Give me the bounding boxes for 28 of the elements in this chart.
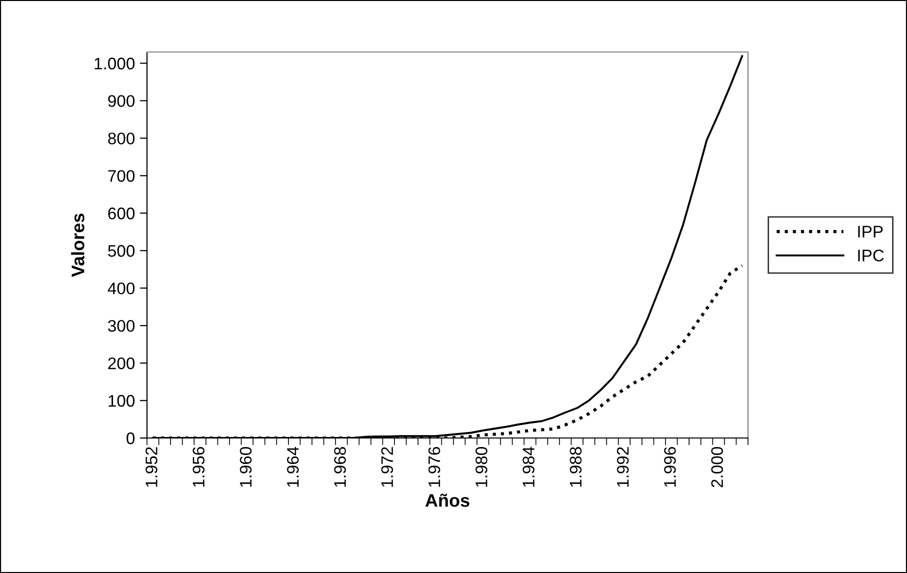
y-tick-label: 300 (108, 320, 135, 332)
x-tick-label: 1.976 (428, 447, 440, 487)
x-tick-label: 1.984 (522, 446, 534, 487)
x-tick-label: 1.996 (664, 447, 676, 487)
x-tick-label: 2.000 (711, 446, 724, 488)
y-tick-label: 500 (108, 245, 135, 257)
legend-label: IPC (858, 250, 884, 262)
x-tick-label: 1.964 (286, 446, 299, 487)
x-tick-label: 1.972 (381, 447, 394, 487)
y-tick-label: 600 (108, 208, 135, 220)
x-tick-label: 1.980 (476, 446, 488, 487)
y-tick-label: 900 (108, 95, 135, 107)
x-tick-label: 1.956 (192, 447, 205, 487)
y-tick-label: 800 (108, 132, 135, 144)
x-tick-label: 1.988 (570, 447, 582, 487)
x-tick-label: 1.952 (146, 447, 158, 487)
y-tick-label: 200 (108, 357, 135, 370)
x-axis-title: Años (425, 494, 470, 507)
y-tick-label: 0 (126, 432, 135, 444)
y-tick-label: 100 (108, 394, 135, 407)
x-tick-label: 1.960 (240, 446, 252, 487)
y-tick-label: 700 (108, 170, 135, 182)
y-tick-label: 1.000 (94, 58, 135, 70)
x-tick-label: 1.992 (616, 447, 629, 487)
y-axis-title: Valores (71, 214, 84, 277)
legend-label: IPP (858, 226, 883, 238)
x-tick-label: 1.968 (334, 447, 346, 487)
y-tick-label: 400 (108, 282, 135, 294)
